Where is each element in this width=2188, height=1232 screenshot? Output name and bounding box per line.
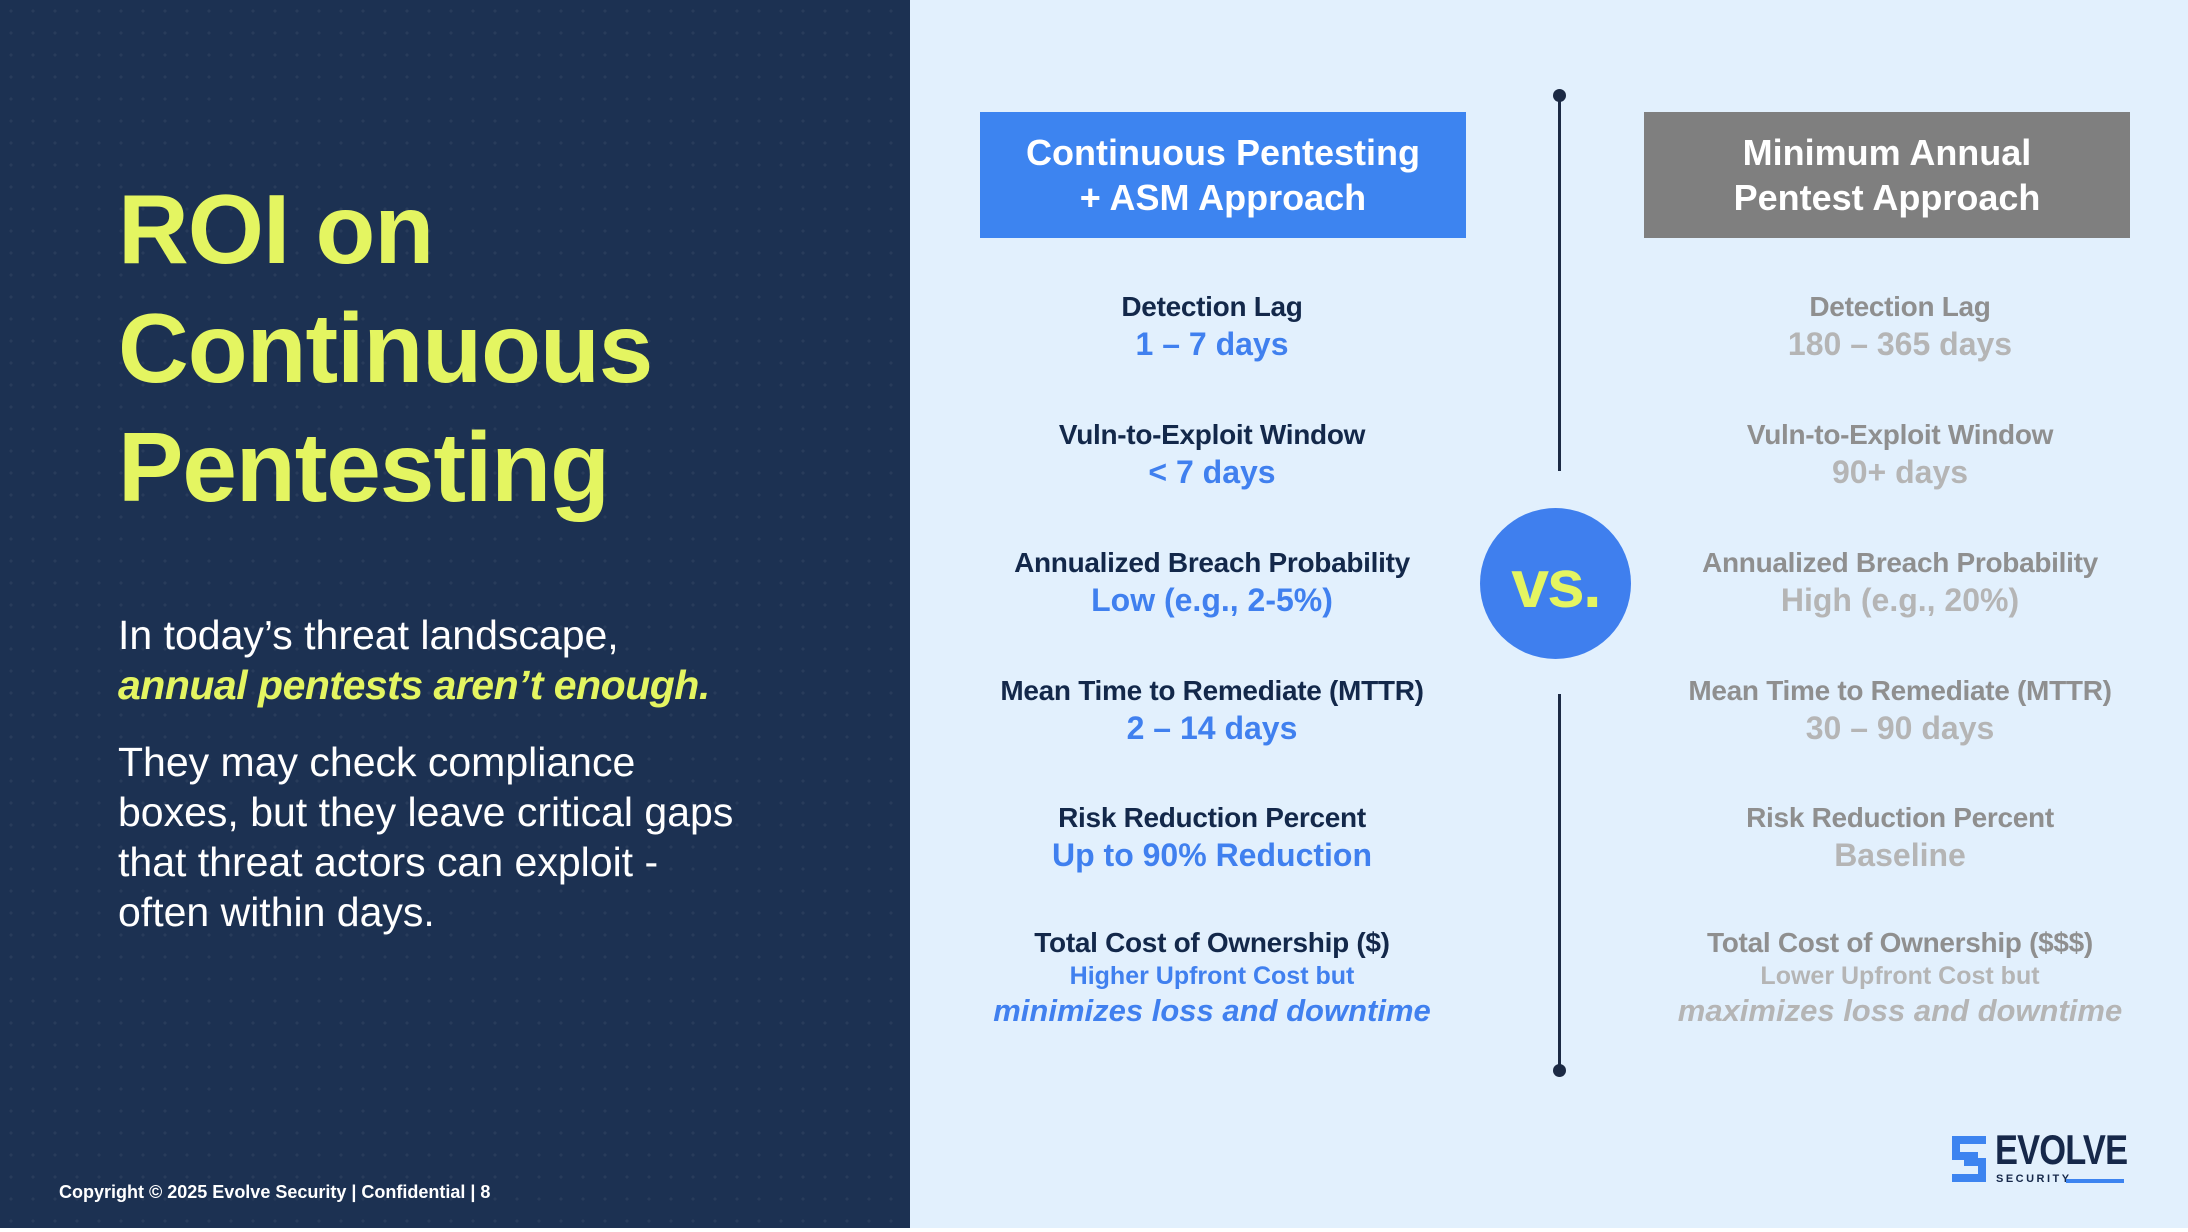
body-line: that threat actors can exploit - (118, 839, 659, 885)
metric-label: Mean Time to Remediate (MTTR) (1000, 675, 1424, 706)
metric-label: Vuln-to-Exploit Window (1746, 419, 2054, 450)
footer-copyright: Copyright © 2025 Evolve Security | Confi… (59, 1182, 491, 1202)
metric-detection-lag: Detection Lag 180 – 365 days (1650, 289, 2150, 363)
title-line: Continuous (118, 293, 653, 403)
metric-vuln-to-exploit: Vuln-to-Exploit Window 90+ days (1650, 417, 2150, 491)
metric-mttr: Mean Time to Remediate (MTTR) 2 – 14 day… (962, 673, 1462, 747)
evolve-security-logo: EVOLVE SECURITY (1948, 1126, 2128, 1188)
metric-detection-lag: Detection Lag 1 – 7 days (962, 289, 1462, 363)
metric-label: Total Cost of Ownership ($$$) (1707, 927, 2093, 958)
intro-emphasis: annual pentests aren’t enough. (118, 662, 710, 708)
header-line: Continuous Pentesting (1026, 132, 1420, 173)
metric-label: Detection Lag (1121, 291, 1303, 322)
divider-bottom-dot (1553, 1064, 1566, 1077)
divider-line-top (1558, 95, 1561, 471)
metric-value: 2 – 14 days (1126, 710, 1298, 746)
metric-value: 30 – 90 days (1805, 710, 1995, 746)
header-line: + ASM Approach (1079, 177, 1367, 218)
metric-mttr: Mean Time to Remediate (MTTR) 30 – 90 da… (1650, 673, 2150, 747)
intro-text: In today’s threat landscape, annual pent… (118, 610, 858, 710)
metric-label: Risk Reduction Percent (1058, 802, 1366, 833)
metric-value-emphasis: maximizes loss and downtime (1677, 993, 2123, 1028)
metric-total-cost: Total Cost of Ownership ($) Higher Upfro… (962, 925, 1462, 1031)
annual-approach-header: Minimum Annual Pentest Approach (1644, 112, 2130, 238)
metric-value: Baseline (1834, 837, 1966, 873)
body-line: often within days. (118, 889, 435, 935)
metric-label: Mean Time to Remediate (MTTR) (1688, 675, 2112, 706)
metric-value: High (e.g., 20%) (1780, 582, 2020, 618)
logo-subtitle: SECURITY (1996, 1173, 2072, 1185)
metric-label: Total Cost of Ownership ($) (1034, 927, 1390, 958)
continuous-approach-header: Continuous Pentesting + ASM Approach (980, 112, 1466, 238)
metric-risk-reduction: Risk Reduction Percent Baseline (1650, 800, 2150, 874)
metric-label: Annualized Breach Probability (1702, 547, 2098, 578)
title-line: Pentesting (118, 412, 610, 522)
metric-value-emphasis: minimizes loss and downtime (993, 993, 1431, 1028)
metric-vuln-to-exploit: Vuln-to-Exploit Window < 7 days (962, 417, 1462, 491)
header-line: Minimum Annual (1742, 132, 2032, 173)
slide-title: ROI on Continuous Pentesting (118, 170, 878, 527)
intro-line: In today’s threat landscape, (118, 612, 619, 658)
body-text: They may check compliance boxes, but the… (118, 737, 858, 937)
metric-label: Annualized Breach Probability (1014, 547, 1410, 578)
metric-value: Up to 90% Reduction (1051, 837, 1372, 873)
divider-line-bottom (1558, 694, 1561, 1070)
metric-label: Vuln-to-Exploit Window (1058, 419, 1366, 450)
title-line: ROI on (118, 174, 434, 284)
metric-value: Lower Upfront Cost but (1760, 962, 2040, 990)
metric-risk-reduction: Risk Reduction Percent Up to 90% Reducti… (962, 800, 1462, 874)
body-line: They may check compliance (118, 739, 636, 785)
bottom-strip (0, 1228, 2188, 1232)
metric-breach-probability: Annualized Breach Probability High (e.g.… (1650, 545, 2150, 619)
header-line: Pentest Approach (1733, 177, 2041, 218)
metric-total-cost: Total Cost of Ownership ($$$) Lower Upfr… (1650, 925, 2150, 1031)
left-panel: ROI on Continuous Pentesting In today’s … (0, 0, 910, 1228)
metric-value: Higher Upfront Cost but (1069, 962, 1355, 990)
evolve-logo-icon (1952, 1136, 1986, 1182)
metric-label: Risk Reduction Percent (1746, 802, 2054, 833)
metric-value: 1 – 7 days (1135, 326, 1289, 362)
metric-value: < 7 days (1148, 454, 1276, 490)
logo-accent-bar (2066, 1179, 2124, 1183)
vs-badge: vs. (1480, 508, 1631, 659)
metric-value: 180 – 365 days (1787, 326, 2013, 362)
metric-value: 90+ days (1831, 454, 1969, 490)
logo-wordmark: EVOLVE (1995, 1126, 2128, 1173)
body-line: boxes, but they leave critical gaps (118, 789, 734, 835)
metric-label: Detection Lag (1809, 291, 1991, 322)
metric-breach-probability: Annualized Breach Probability Low (e.g.,… (962, 545, 1462, 619)
metric-value: Low (e.g., 2-5%) (1091, 582, 1333, 618)
